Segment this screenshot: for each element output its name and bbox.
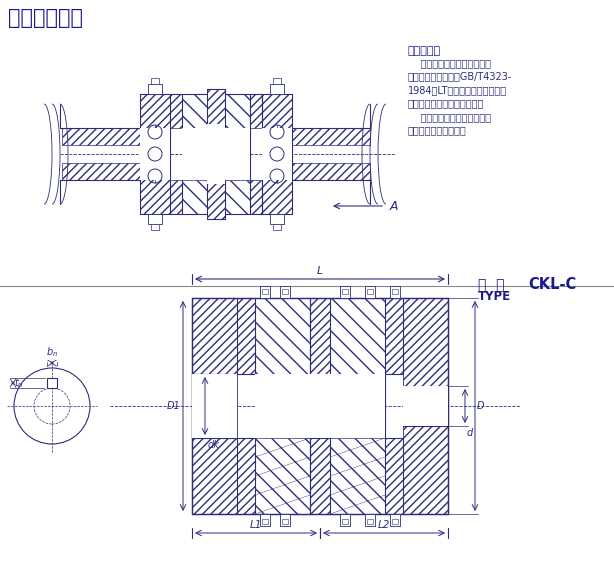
Bar [62, 128, 140, 145]
Bar [390, 286, 400, 298]
Bar [148, 84, 162, 94]
Text: 位移要符合国标要求。: 位移要符合国标要求。 [408, 126, 467, 135]
Text: d: d [467, 428, 473, 438]
Bar [255, 298, 310, 374]
Bar [207, 89, 225, 219]
Text: L2: L2 [378, 520, 390, 530]
Text: D1: D1 [166, 401, 180, 411]
Bar [170, 94, 182, 128]
Text: D: D [477, 401, 484, 411]
Bar [365, 286, 375, 298]
Bar [192, 374, 237, 438]
Bar [225, 128, 250, 180]
Bar [403, 386, 448, 426]
Bar [342, 289, 348, 294]
Bar [148, 214, 162, 224]
Bar [262, 94, 292, 214]
Bar [367, 519, 373, 524]
Bar [262, 128, 292, 180]
Bar [182, 180, 207, 214]
Bar [250, 94, 262, 128]
Bar [192, 298, 237, 514]
Text: 此型号离合器对应联轴器许: 此型号离合器对应联轴器许 [408, 58, 491, 68]
Text: 安装参考范例: 安装参考范例 [8, 8, 83, 28]
Bar [292, 128, 370, 145]
Bar [330, 298, 385, 374]
Bar [47, 378, 57, 388]
Bar [270, 84, 284, 94]
Bar [280, 286, 290, 298]
Bar [225, 94, 250, 128]
Text: L: L [317, 266, 323, 276]
Text: $b_n$: $b_n$ [46, 345, 58, 359]
Bar [385, 438, 403, 514]
Text: dk: dk [208, 440, 220, 450]
Bar [140, 94, 170, 214]
Bar [182, 94, 207, 128]
Bar [62, 163, 140, 180]
Text: 安装要求：: 安装要求： [408, 46, 441, 56]
Bar [225, 180, 250, 214]
Bar [367, 289, 373, 294]
Bar [260, 514, 270, 526]
Text: $t_n$: $t_n$ [14, 376, 24, 390]
Bar [282, 519, 288, 524]
Bar [342, 519, 348, 524]
Bar [151, 78, 159, 84]
Text: 1984）LT型联轴器标准，并与离: 1984）LT型联轴器标准，并与离 [408, 85, 507, 95]
Bar [292, 163, 370, 180]
Bar [270, 214, 284, 224]
Bar [273, 78, 281, 84]
Text: 安装时两轴的径向位移和角: 安装时两轴的径向位移和角 [408, 112, 491, 122]
Text: 用补偿量参考国标（GB/T4323-: 用补偿量参考国标（GB/T4323- [408, 71, 512, 82]
Bar [310, 298, 330, 514]
Text: 合器扭矩组成一一对应关系。: 合器扭矩组成一一对应关系。 [408, 99, 484, 109]
Bar [262, 519, 268, 524]
Text: L1: L1 [250, 520, 262, 530]
Bar [330, 438, 385, 514]
Bar [403, 298, 448, 514]
Bar [340, 514, 350, 526]
Bar [237, 298, 255, 374]
Bar [310, 374, 330, 438]
Bar [237, 438, 255, 514]
Bar [282, 289, 288, 294]
Bar [280, 514, 290, 526]
Bar [385, 298, 403, 374]
Text: A: A [390, 200, 398, 213]
Bar [260, 286, 270, 298]
Bar [151, 224, 159, 230]
Text: TYPE: TYPE [478, 290, 511, 303]
Bar [182, 128, 207, 180]
Bar [255, 374, 310, 438]
Bar [207, 124, 225, 184]
Bar [250, 180, 262, 214]
Bar [392, 519, 398, 524]
Text: CKL-C: CKL-C [528, 277, 577, 292]
Bar [340, 286, 350, 298]
Bar [390, 514, 400, 526]
Bar [273, 224, 281, 230]
Bar [170, 180, 182, 214]
Bar [255, 438, 310, 514]
Bar [330, 374, 385, 438]
Text: 型  号: 型 号 [478, 278, 505, 292]
Bar [262, 289, 268, 294]
Bar [392, 289, 398, 294]
Bar [140, 128, 170, 180]
Bar [365, 514, 375, 526]
